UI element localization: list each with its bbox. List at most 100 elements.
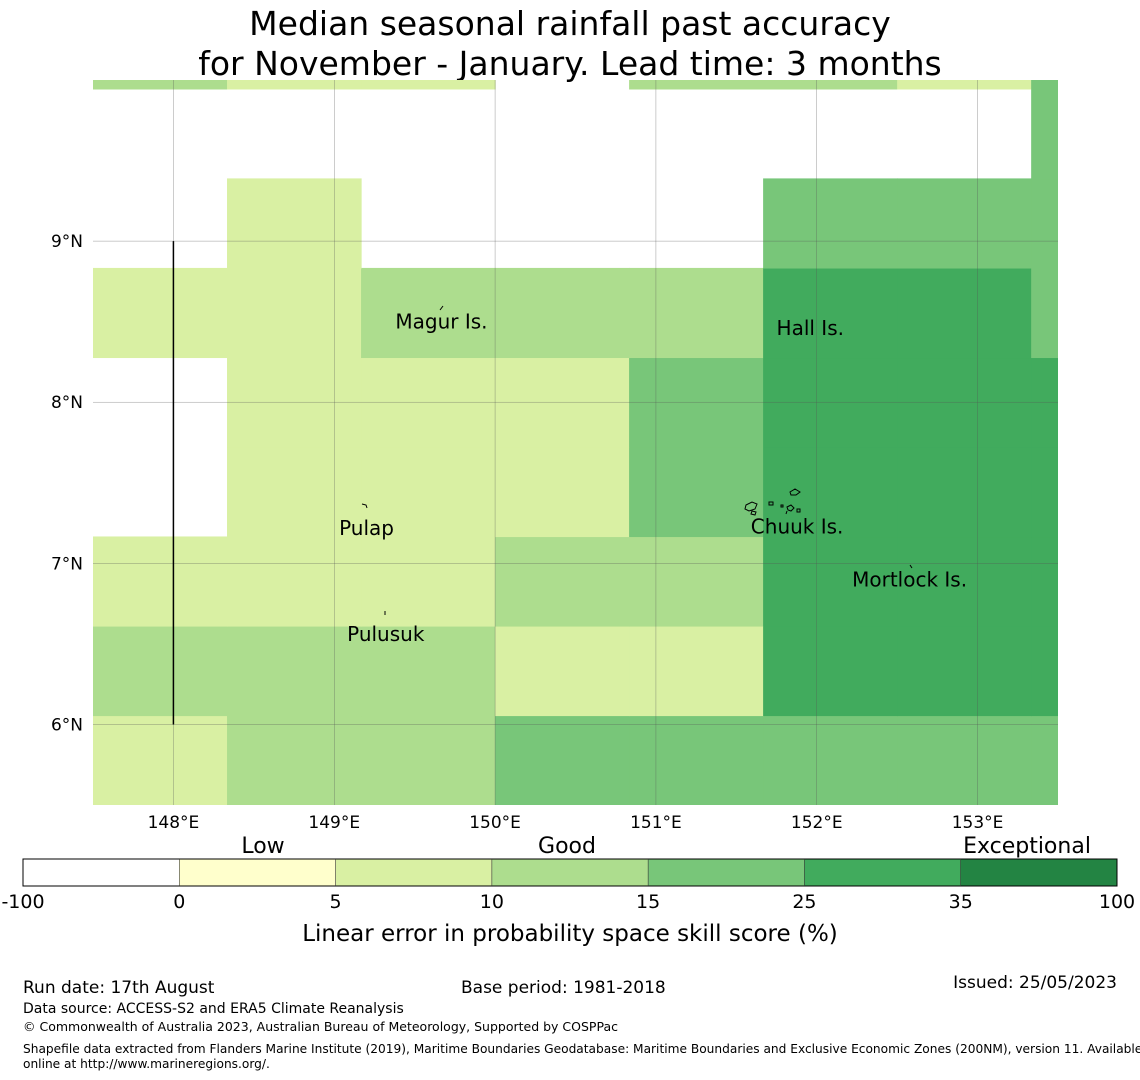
base-period: Base period: 1981-2018 (461, 978, 666, 998)
skill-cell (227, 446, 362, 538)
longitude-tick-label: 148°E (148, 813, 200, 833)
skill-cell (361, 267, 496, 359)
legend-swatch (804, 859, 962, 886)
skill-cell (93, 267, 228, 359)
skill-cell (897, 625, 1032, 717)
latitude-tick-label: 8°N (51, 393, 83, 413)
skill-cell (495, 536, 630, 627)
mortlock-outline (909, 564, 913, 569)
chuuk-label-mark (785, 510, 788, 515)
place-label: Chuuk Is. (751, 514, 844, 538)
legend-swatch (648, 859, 805, 886)
place-label: Mortlock Is. (852, 567, 967, 591)
legend-category-good: Good (538, 834, 596, 859)
map-gridlines (93, 80, 1058, 805)
skill-cell (1031, 715, 1058, 805)
place-label: Pulap (339, 516, 394, 540)
place-label: Hall Is. (777, 316, 844, 340)
map-title-line-2: for November - January. Lead time: 3 mon… (198, 44, 942, 83)
skill-cell (1031, 178, 1058, 269)
legend-boundary-label: 15 (636, 891, 660, 913)
legend-swatch (960, 859, 1118, 886)
island-outlines (361, 305, 913, 615)
run-date: Run date: 17th August (23, 978, 215, 998)
skill-cell (1031, 88, 1058, 180)
skill-cell (1031, 446, 1058, 538)
skill-cell (361, 715, 496, 805)
skill-cell (495, 715, 630, 805)
skill-cell (93, 536, 228, 627)
skill-cell (227, 715, 362, 805)
legend-boundary-label: 0 (173, 891, 185, 913)
skill-cell (629, 625, 764, 717)
skill-cell (763, 178, 898, 269)
longitude-tick-label: 152°E (791, 813, 843, 833)
legend-boundary-label: 5 (330, 891, 342, 913)
skill-cell (227, 267, 362, 359)
skill-cell (763, 357, 898, 448)
skill-cell (93, 715, 228, 805)
longitude-tick-label: 151°E (630, 813, 682, 833)
data-source: Data source: ACCESS-S2 and ERA5 Climate … (23, 1001, 404, 1017)
skill-cell (361, 446, 496, 538)
skill-cell (361, 625, 496, 717)
skill-cell (763, 715, 898, 805)
copyright: © Commonwealth of Australia 2023, Austra… (23, 1019, 618, 1034)
legend-boundary-label: 100 (1099, 891, 1135, 913)
legend-category-low: Low (241, 834, 284, 859)
skill-cell (495, 446, 630, 538)
skill-cell (227, 178, 362, 269)
latitude-tick-label: 7°N (51, 554, 83, 574)
legend-axis-label: Linear error in probability space skill … (302, 921, 838, 947)
skill-cell (897, 178, 1032, 269)
skill-cell (495, 357, 630, 448)
skill-cell (629, 267, 764, 359)
skill-cell (897, 357, 1032, 448)
legend-swatch (335, 859, 493, 886)
skill-cell (227, 357, 362, 448)
legend-boundary-label: -100 (1, 891, 44, 913)
shapefile-credit-line-2: online at http://www.marineregions.org/. (23, 1057, 270, 1071)
chuuk-reef-outline (744, 488, 801, 516)
skill-cell (1031, 357, 1058, 448)
map-title-line-1: Median seasonal rainfall past accuracy (249, 4, 891, 43)
skill-cell (763, 536, 898, 627)
skill-cell (361, 357, 496, 448)
legend-category-exceptional: Exceptional (963, 834, 1091, 859)
skill-cell (629, 357, 764, 448)
latitude-tick-label: 6°N (51, 715, 83, 735)
legend-swatch (491, 859, 649, 886)
skill-grid (93, 80, 1058, 805)
place-label: Magur Is. (395, 310, 487, 334)
longitude-tick-label: 150°E (469, 813, 521, 833)
skill-cell (1031, 536, 1058, 627)
magur-outline (439, 305, 444, 311)
skill-cell (227, 625, 362, 717)
skill-cell (629, 715, 764, 805)
skill-cell (897, 536, 1032, 627)
skill-cell (629, 446, 764, 538)
skill-cell (763, 267, 898, 359)
skill-cell (629, 536, 764, 627)
legend-boundary-label: 35 (949, 891, 973, 913)
skill-cell (897, 715, 1032, 805)
legend: -100 0 5 10 15 25 35 100 Low Good Exceptional L… (1, 834, 1135, 947)
shapefile-credit-line-1: Shapefile data extracted from Flanders M… (23, 1042, 1140, 1056)
legend-boundary-label: 10 (480, 891, 504, 913)
skill-cell (227, 536, 362, 627)
axis-tick-labels: 148°E 149°E 150°E 151°E 152°E 153°E 6°N 7°N 8°N 9… (51, 232, 1003, 833)
longitude-tick-label: 153°E (952, 813, 1004, 833)
issued-date: Issued: 25/05/2023 (953, 973, 1117, 993)
skill-cell (495, 625, 630, 717)
skill-cell (1031, 625, 1058, 717)
skill-cell (495, 267, 630, 359)
pulap-outline (361, 503, 368, 509)
skill-cell (93, 625, 228, 717)
skill-cell (897, 446, 1032, 538)
skill-cell (1031, 267, 1058, 359)
legend-swatch (179, 859, 337, 886)
skill-cell (361, 536, 496, 627)
skill-cell (897, 80, 1032, 90)
legend-border (22, 858, 1118, 887)
skill-cell (763, 625, 898, 717)
